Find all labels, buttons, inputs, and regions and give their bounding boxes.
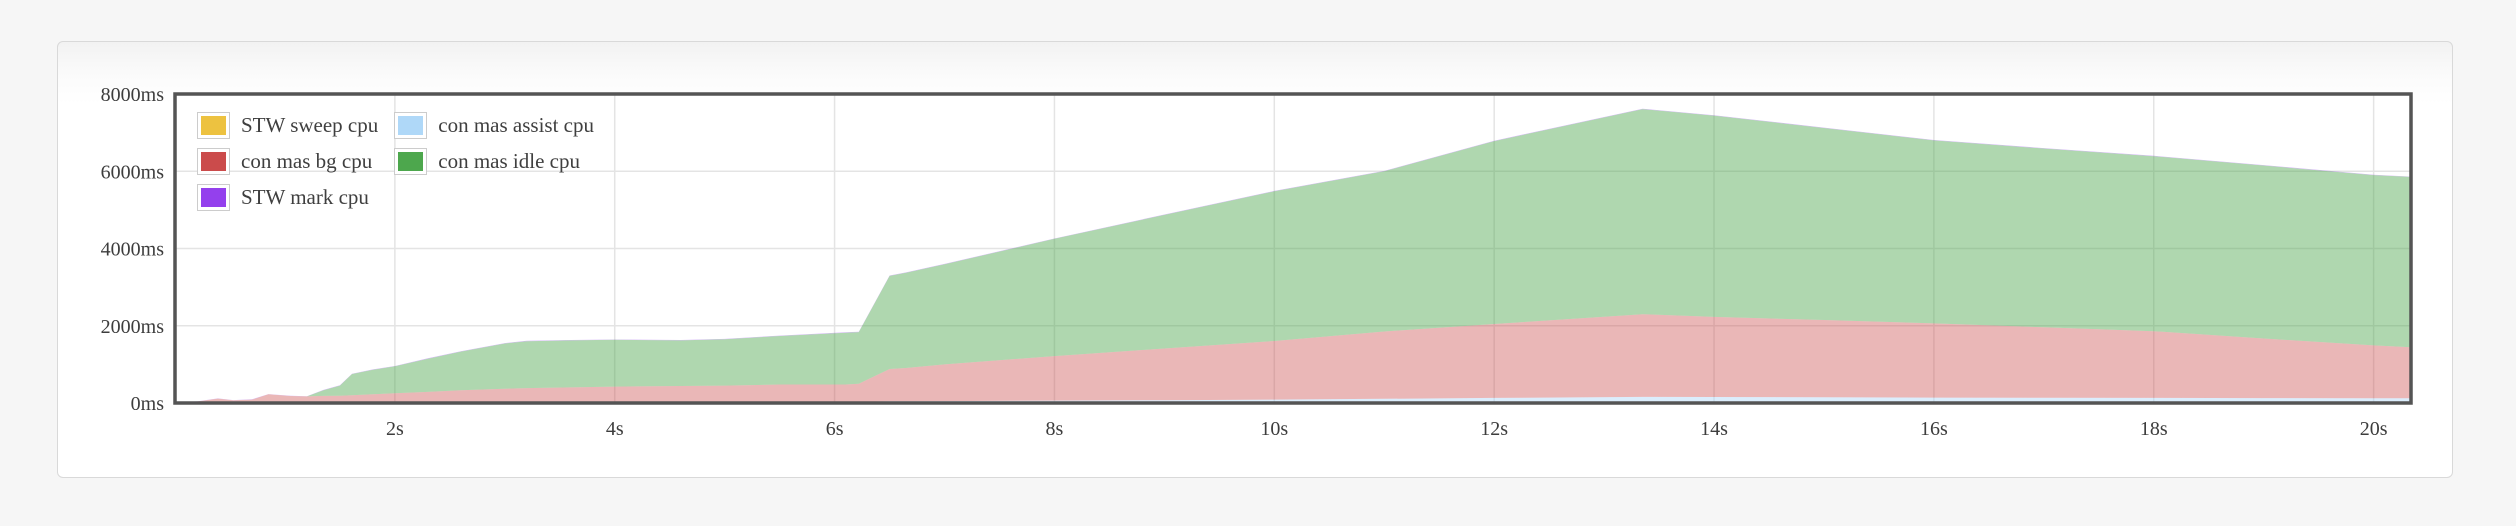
x-tick-label: 12s <box>1480 418 1508 440</box>
legend-swatch-icon <box>394 148 428 175</box>
chart-legend: STW sweep cpu con mas assist cpu con mas b… <box>197 112 594 211</box>
legend-item-con-mas-bg-cpu: con mas bg cpu <box>197 148 378 175</box>
legend-item-stw-sweep-cpu: STW sweep cpu <box>197 112 378 139</box>
y-tick-label: 0ms <box>131 393 165 415</box>
x-tick-label: 14s <box>1700 418 1728 440</box>
x-tick-label: 2s <box>386 418 404 440</box>
y-tick-label: 6000ms <box>101 161 165 183</box>
legend-swatch-icon <box>197 184 230 211</box>
legend-swatch-icon <box>197 148 230 175</box>
legend-item-con-mas-idle-cpu: con mas idle cpu <box>394 148 594 175</box>
legend-swatch-color <box>201 116 226 135</box>
legend-swatch-color <box>201 188 226 207</box>
legend-swatch-icon <box>197 112 230 139</box>
legend-label: con mas bg cpu <box>241 149 373 173</box>
x-tick-label: 6s <box>826 418 844 440</box>
area-con-mas-idle-cpu <box>175 109 2411 403</box>
legend-swatch-color <box>201 152 226 171</box>
gridlines <box>175 94 2411 403</box>
y-tick-label: 8000ms <box>101 84 165 106</box>
legend-label: STW mark cpu <box>241 185 369 209</box>
chart-card: 0ms 2000ms 4000ms 6000ms 8000ms 2s 4s 6s 8s 10s 12… <box>57 41 2453 478</box>
legend-item-con-mas-assist-cpu: con mas assist cpu <box>394 112 594 139</box>
x-tick-label: 8s <box>1046 418 1064 440</box>
legend-swatch-icon <box>394 112 428 139</box>
gc-cpu-stacked-area-chart: 0ms 2000ms 4000ms 6000ms 8000ms 2s 4s 6s 8s 10s 12… <box>101 84 2413 440</box>
x-tick-label: 20s <box>2360 418 2388 440</box>
plot-border <box>173 92 2413 405</box>
legend-label: con mas assist cpu <box>438 113 594 137</box>
legend-swatch-color <box>398 116 424 135</box>
legend-label: con mas idle cpu <box>438 149 580 173</box>
x-tick-label: 18s <box>2140 418 2168 440</box>
legend-swatch-color <box>398 152 424 171</box>
y-tick-label: 2000ms <box>101 316 165 338</box>
area-con-mas-bg-cpu <box>175 314 2411 403</box>
y-tick-label: 4000ms <box>101 239 165 261</box>
x-tick-label: 4s <box>606 418 624 440</box>
x-tick-label: 10s <box>1260 418 1288 440</box>
legend-label: STW sweep cpu <box>241 113 379 137</box>
axis-labels: 0ms 2000ms 4000ms 6000ms 8000ms 2s 4s 6s 8s 10s 12… <box>101 84 2388 440</box>
x-tick-label: 16s <box>1920 418 1948 440</box>
legend-item-stw-mark-cpu: STW mark cpu <box>197 184 378 211</box>
